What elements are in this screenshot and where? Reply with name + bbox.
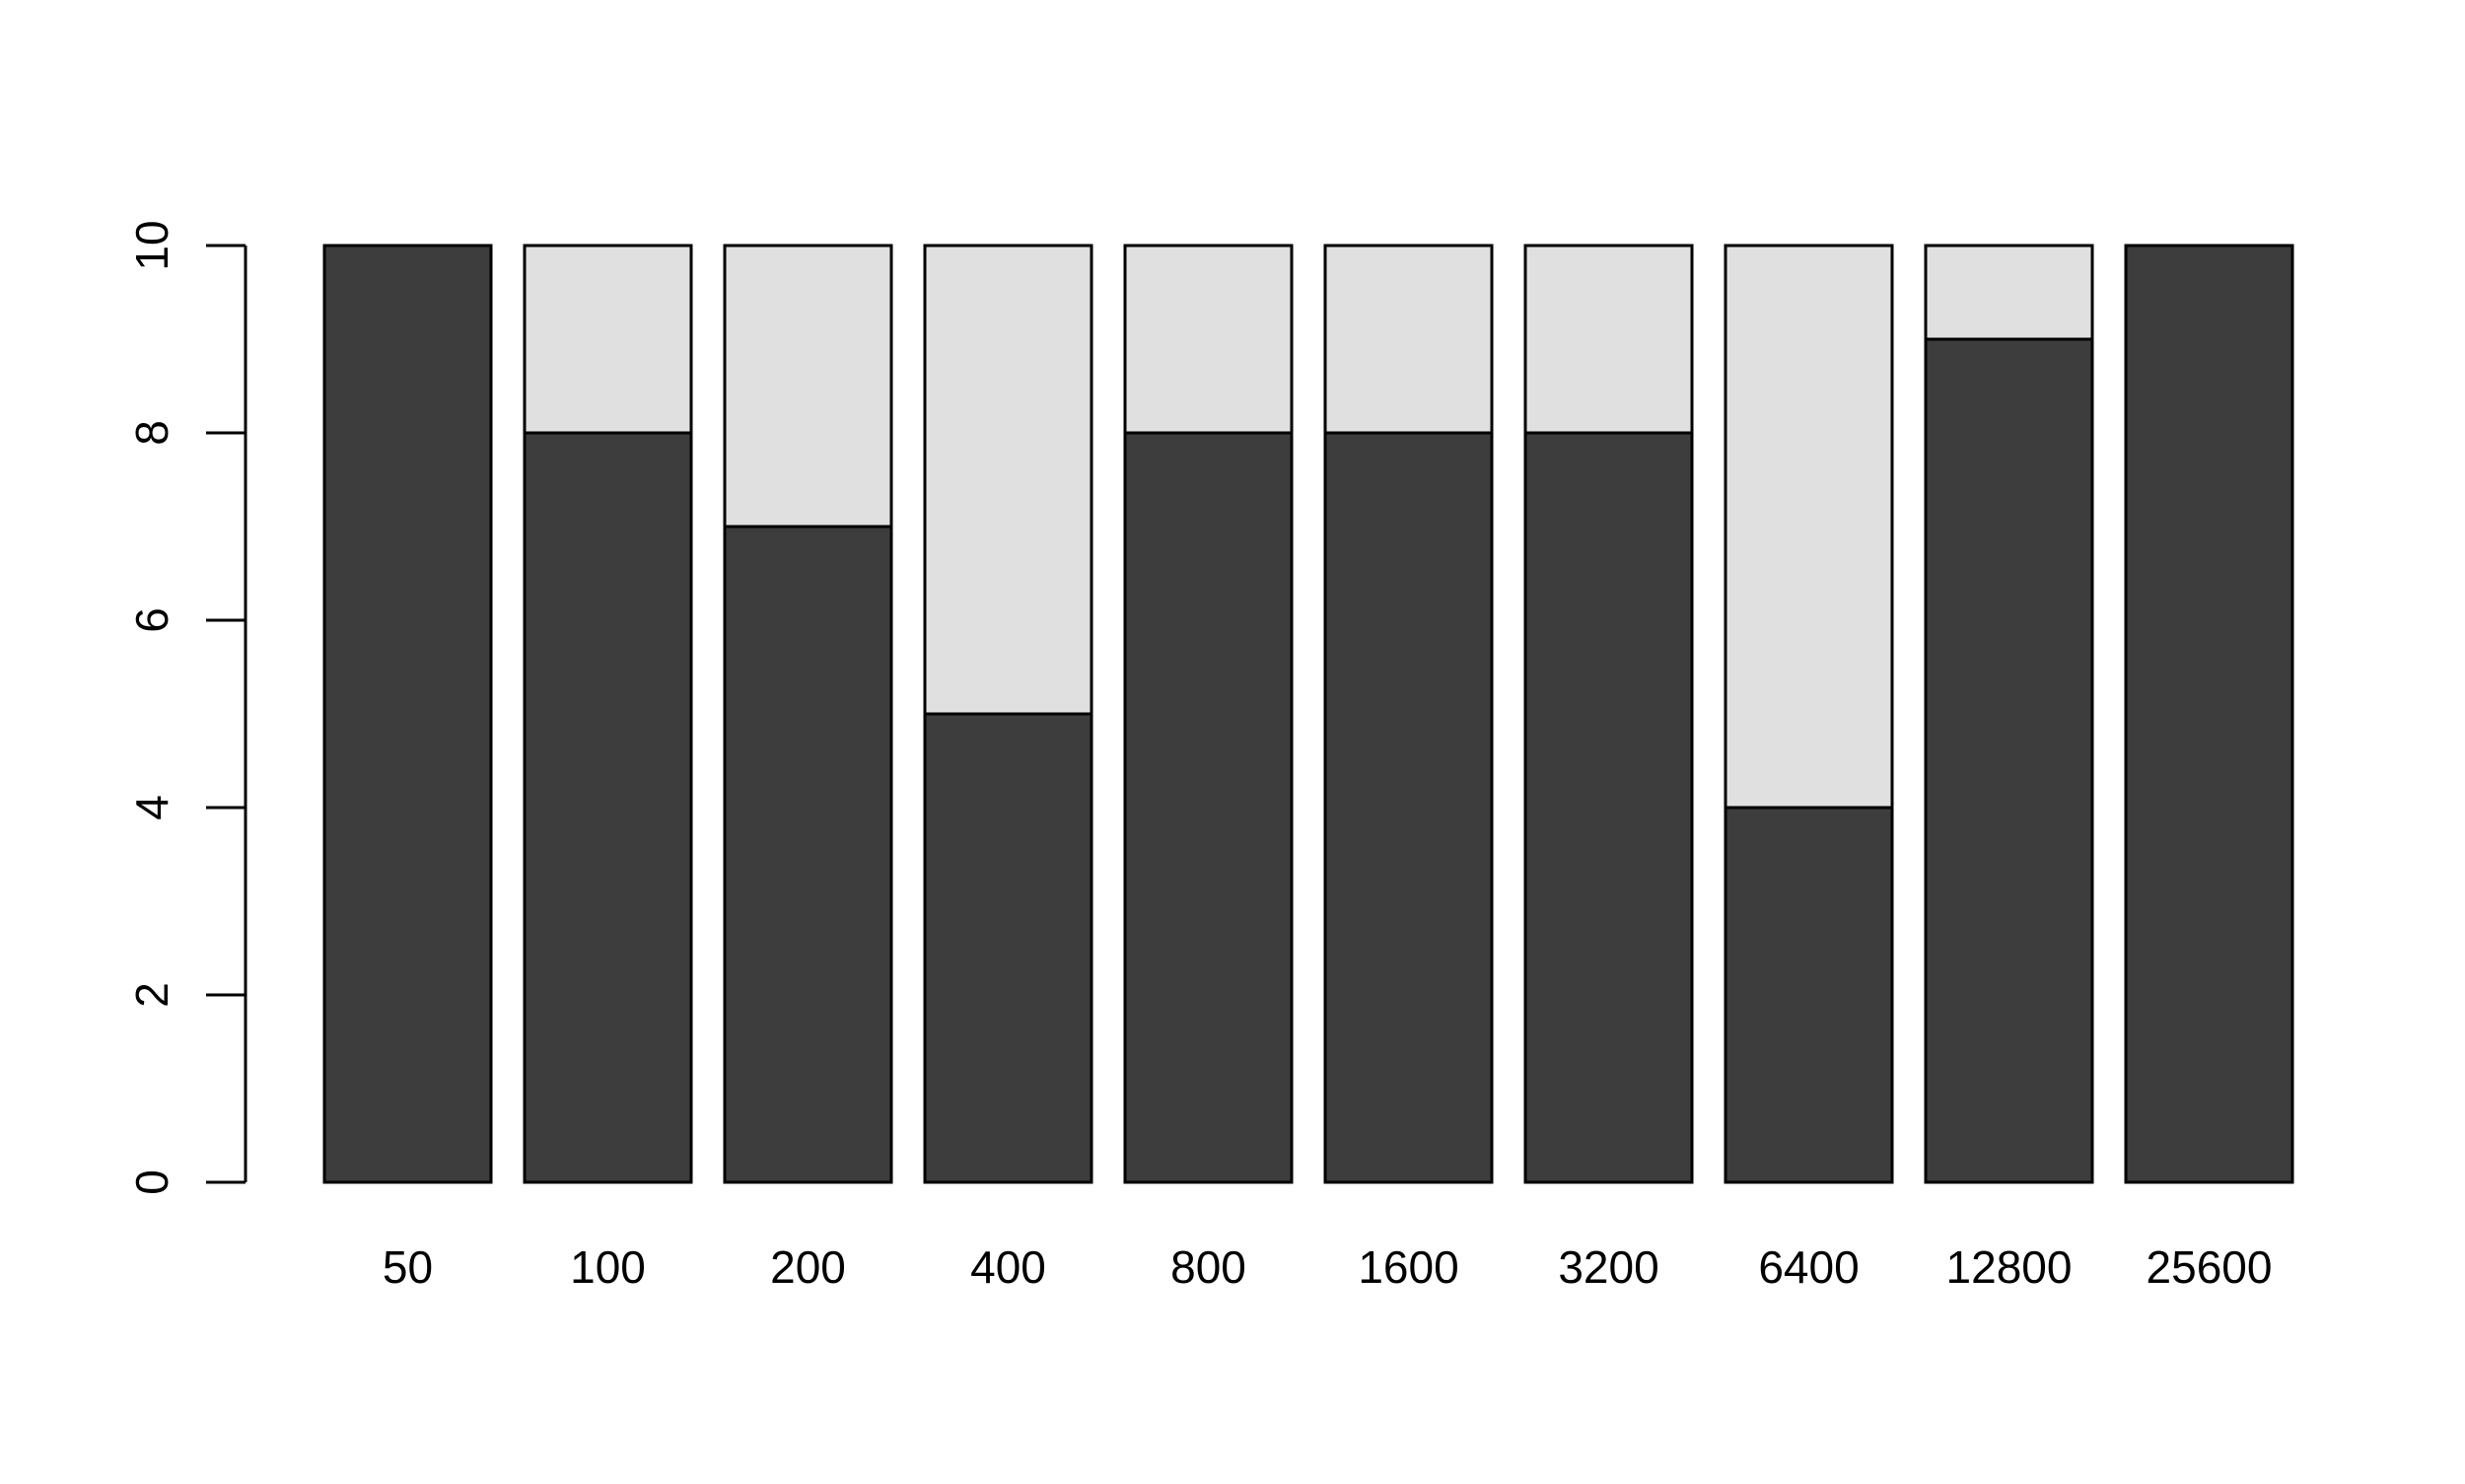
- bar-segment-series-1-cat-25600: [2124, 244, 2294, 1184]
- x-tick-label: 800: [1170, 1241, 1246, 1293]
- x-tick-label: 6400: [1758, 1241, 1859, 1293]
- bar-segment-series-2-cat-1600: [1323, 244, 1494, 435]
- bar-segment-series-1-cat-200: [723, 525, 893, 1184]
- bar-segment-series-1-cat-1600: [1323, 431, 1494, 1184]
- y-tick-label: 10: [126, 220, 177, 270]
- y-tick-label: 0: [126, 1169, 177, 1195]
- x-tick-label: 400: [970, 1241, 1046, 1293]
- x-tick-label: 200: [770, 1241, 846, 1293]
- y-tick-label: 8: [126, 420, 177, 446]
- bar-segment-series-1-cat-3200: [1523, 431, 1694, 1184]
- bar-segment-series-1-cat-400: [923, 712, 1093, 1184]
- x-tick-label: 1600: [1358, 1241, 1458, 1293]
- bar-segment-series-2-cat-3200: [1523, 244, 1694, 435]
- bar-segment-series-1-cat-100: [523, 431, 693, 1184]
- bar-segment-series-1-cat-6400: [1724, 806, 1894, 1184]
- x-tick-label: 50: [383, 1241, 433, 1293]
- y-tick-label: 2: [126, 982, 177, 1008]
- bar-group: [322, 244, 2294, 1184]
- bar-segment-series-2-cat-12800: [1924, 244, 2094, 341]
- x-tick-label: 3200: [1558, 1241, 1658, 1293]
- y-axis: 0 2 4 6 8 10: [126, 220, 247, 1195]
- bar-segment-series-1-cat-50: [322, 244, 493, 1184]
- bar-segment-series-2-cat-400: [923, 244, 1093, 716]
- y-tick-label: 6: [126, 607, 177, 633]
- x-axis-labels: 50 100 200 400 800 1600 3200 6400 12800 25600: [383, 1241, 2273, 1293]
- x-tick-label: 25600: [2147, 1241, 2273, 1293]
- bar-segment-series-2-cat-6400: [1724, 244, 1894, 810]
- bar-segment-series-2-cat-200: [723, 244, 893, 529]
- y-tick-label: 4: [126, 795, 177, 820]
- x-tick-label: 12800: [1946, 1241, 2073, 1293]
- bar-segment-series-1-cat-12800: [1924, 337, 2094, 1184]
- bar-segment-series-2-cat-100: [523, 244, 693, 435]
- bar-segment-series-2-cat-800: [1123, 244, 1294, 435]
- x-tick-label: 100: [570, 1241, 646, 1293]
- bar-segment-series-1-cat-800: [1123, 431, 1294, 1184]
